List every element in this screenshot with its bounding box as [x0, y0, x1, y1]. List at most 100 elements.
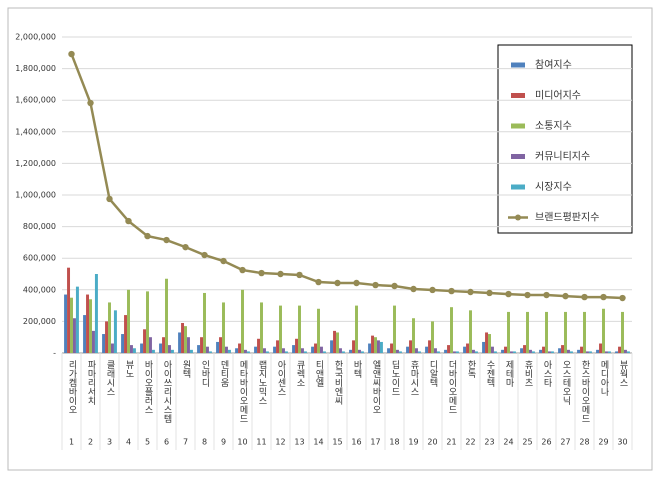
bar	[596, 349, 600, 353]
bar	[159, 343, 163, 353]
bar	[224, 346, 228, 353]
legend-label: 소통지수	[535, 120, 572, 132]
x-tick-label: 한독	[466, 360, 476, 379]
legend-swatch	[511, 184, 525, 190]
bar	[550, 351, 554, 353]
bar	[433, 348, 437, 353]
bar	[561, 345, 565, 353]
legend-label: 미디어지수	[535, 90, 581, 102]
bar	[341, 351, 345, 353]
bar	[604, 351, 608, 353]
rank-label: 24	[503, 438, 513, 447]
y-tick-label: 200,000	[23, 317, 56, 326]
legend-label: 참여지수	[535, 59, 572, 71]
bar	[452, 351, 456, 353]
rank-label: 6	[164, 438, 169, 447]
bar	[523, 345, 527, 353]
rank-label: 8	[202, 438, 207, 447]
line-marker	[334, 279, 341, 287]
bar	[89, 299, 92, 353]
rank-label: 13	[294, 438, 304, 447]
bar	[607, 351, 611, 353]
rank-label: 29	[598, 438, 608, 447]
rank-label: 10	[237, 438, 247, 447]
bar	[357, 349, 361, 353]
x-tick-label: 휴마시스	[409, 360, 419, 396]
y-tick-label: 1,400,000	[15, 127, 56, 136]
x-tick-label: 뷰웍스	[618, 360, 628, 387]
bar	[509, 351, 513, 353]
bar	[146, 291, 149, 353]
x-tick-label: 랩지노믹스	[257, 359, 267, 405]
rank-label: 16	[351, 438, 361, 447]
x-tick-label: 큐렉소	[295, 360, 305, 387]
bar	[151, 349, 155, 353]
bar	[178, 332, 182, 353]
bar	[621, 311, 624, 353]
rank-label: 25	[522, 438, 532, 447]
bar	[75, 286, 79, 353]
bar	[585, 351, 589, 353]
rank-label: 4	[126, 438, 131, 447]
bar	[243, 349, 247, 353]
bar	[262, 348, 266, 353]
x-tick-label: 아스타	[542, 360, 552, 388]
y-tick-label: 1,000,000	[15, 191, 56, 200]
bar	[545, 311, 548, 353]
x-tick-label: 바이오플러스	[143, 360, 153, 414]
bar	[64, 294, 68, 353]
bar	[162, 337, 166, 353]
bar	[490, 346, 494, 353]
bar	[140, 343, 144, 353]
x-tick-label: 한국비엔씨	[333, 360, 343, 405]
bar	[425, 346, 429, 353]
x-tick-label: 제테마	[504, 360, 514, 388]
bar	[121, 334, 125, 353]
bar	[330, 340, 334, 353]
bar	[558, 348, 562, 353]
bar	[406, 346, 410, 353]
bar	[91, 330, 95, 353]
x-tick-label: 아이센스	[276, 360, 286, 396]
bar	[493, 351, 497, 353]
bar	[349, 349, 353, 353]
y-tick-label: 2,000,000	[15, 33, 56, 42]
line-marker	[315, 278, 322, 286]
bar	[241, 289, 244, 353]
rank-label: 12	[275, 438, 285, 447]
rank-label: 27	[560, 438, 570, 447]
bar	[314, 343, 318, 353]
bar	[113, 310, 117, 353]
bar	[387, 348, 391, 353]
bar	[265, 351, 269, 353]
bar	[279, 305, 282, 353]
bar	[246, 351, 250, 353]
bar	[311, 346, 315, 353]
rank-label: 26	[541, 438, 551, 447]
line-marker	[182, 243, 189, 251]
bar	[205, 346, 209, 353]
bar	[292, 345, 296, 353]
x-tick-label: 덴티움	[219, 360, 229, 387]
bar	[623, 349, 627, 353]
bar	[181, 322, 185, 353]
line-marker	[486, 289, 493, 297]
bar	[132, 348, 136, 353]
bar	[583, 311, 586, 353]
bar	[105, 321, 109, 353]
bar	[219, 337, 223, 353]
bar	[485, 332, 489, 353]
x-tick-label: 메타바이오메드	[238, 360, 248, 423]
bar	[108, 302, 111, 353]
bar	[165, 278, 168, 353]
bar	[512, 351, 516, 353]
bar	[284, 351, 288, 353]
x-tick-label: 클래시스	[105, 360, 115, 396]
bar	[317, 308, 320, 353]
bar	[428, 340, 432, 353]
bar	[200, 337, 204, 353]
bar	[390, 343, 394, 353]
line-marker	[296, 271, 303, 279]
bar	[227, 349, 231, 353]
rank-label: 9	[221, 438, 226, 447]
